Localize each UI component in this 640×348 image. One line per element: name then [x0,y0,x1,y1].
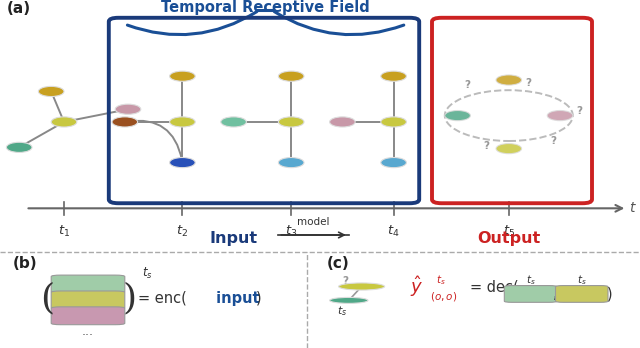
Text: ?: ? [464,80,470,90]
Text: ): ) [122,282,136,316]
Text: input: input [211,291,265,306]
Circle shape [38,86,64,96]
FancyBboxPatch shape [51,291,125,309]
Text: = dec(: = dec( [470,279,519,294]
Text: $t$: $t$ [629,201,637,215]
FancyArrowPatch shape [127,121,182,160]
FancyBboxPatch shape [504,286,557,302]
Text: ?: ? [550,136,557,146]
Circle shape [51,117,77,127]
Circle shape [170,117,195,127]
Text: model: model [298,218,330,227]
Text: $t_2$: $t_2$ [177,224,188,239]
Circle shape [112,117,138,127]
Text: (c): (c) [326,256,349,271]
Text: ?: ? [483,141,490,151]
Text: $t_s$: $t_s$ [142,266,153,281]
Text: Input: Input [209,231,258,246]
Text: ): ) [607,286,612,301]
Text: (b): (b) [13,256,37,271]
Circle shape [221,117,246,127]
Text: ?: ? [525,78,531,88]
Text: Output: Output [477,231,540,246]
Text: ?: ? [342,276,349,286]
Text: $t_s$: $t_s$ [337,304,348,318]
Circle shape [445,111,470,121]
Text: $\hat{y}$: $\hat{y}$ [410,274,423,299]
Circle shape [381,71,406,81]
Text: $t_4$: $t_4$ [387,224,400,239]
Circle shape [381,117,406,127]
Text: ?: ? [576,105,582,116]
Circle shape [278,71,304,81]
Circle shape [547,111,573,121]
Circle shape [170,158,195,168]
Circle shape [496,75,522,85]
Text: = enc(: = enc( [138,291,186,306]
Circle shape [381,158,406,168]
Circle shape [330,298,368,303]
Text: ,: , [553,286,558,301]
Circle shape [278,158,304,168]
Text: $(o,o)$: $(o,o)$ [430,290,457,303]
Circle shape [6,142,32,152]
Circle shape [170,71,195,81]
Circle shape [278,117,304,127]
Text: ...: ... [82,325,94,338]
Text: $t_s$: $t_s$ [436,274,446,287]
Text: (: ( [40,282,54,316]
Text: $t_s$: $t_s$ [525,273,536,287]
Text: $t_5$: $t_5$ [502,224,515,239]
FancyBboxPatch shape [51,307,125,325]
Circle shape [496,143,522,154]
Text: $t_s$: $t_s$ [577,273,587,287]
Text: (a): (a) [6,1,31,16]
FancyBboxPatch shape [51,275,125,293]
Text: $t_1$: $t_1$ [58,224,70,239]
Circle shape [115,104,141,114]
Circle shape [330,117,355,127]
Circle shape [339,283,385,290]
FancyBboxPatch shape [556,286,608,302]
Text: ): ) [256,291,262,306]
Text: Temporal Receptive Field: Temporal Receptive Field [161,0,370,15]
Text: $t_3$: $t_3$ [285,224,298,239]
